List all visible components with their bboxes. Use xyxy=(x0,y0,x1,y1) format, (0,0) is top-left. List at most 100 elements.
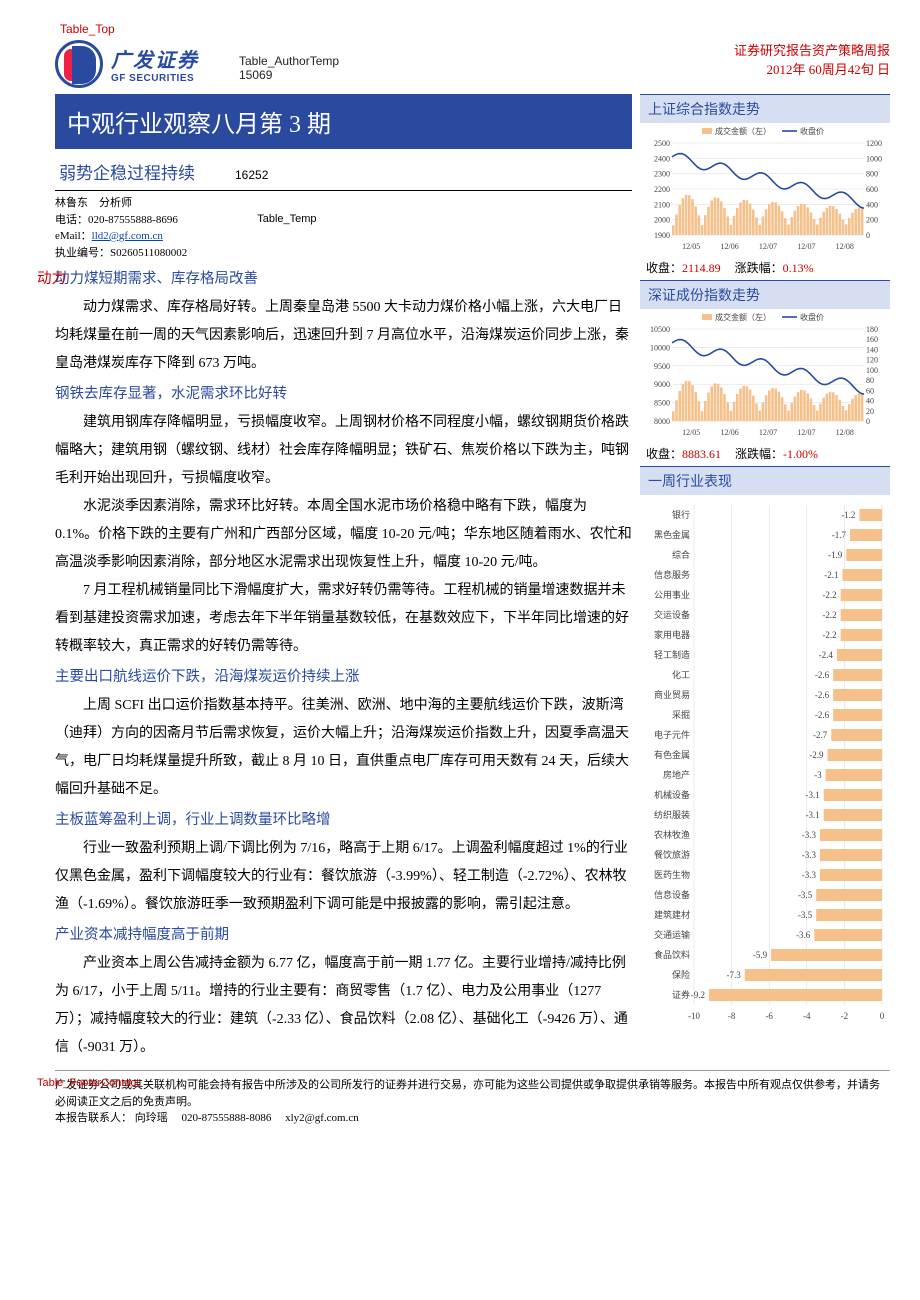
svg-text:12/05: 12/05 xyxy=(682,242,700,251)
section-head: 主板蓝筹盈利上调，行业上调数量环比略增 xyxy=(55,806,632,835)
panel2-stats: 收盘：8883.61 涨跌幅：-1.00% xyxy=(640,441,890,466)
svg-text:2400: 2400 xyxy=(654,154,670,163)
email-link[interactable]: lld2@gf.com.cn xyxy=(92,230,163,242)
subtitle: 弱势企稳过程持续 xyxy=(59,159,195,184)
body-paragraph: 行业一致盈利预期上调/下调比例为 7/16，略高于上期 6/17。上调盈利幅度超… xyxy=(55,835,632,919)
svg-text:-2.6: -2.6 xyxy=(815,710,830,720)
svg-text:12/08: 12/08 xyxy=(836,242,854,251)
doc-date: 2012年 60周月42旬 日 xyxy=(734,59,890,78)
p2-close-val: 8883.61 xyxy=(682,447,721,461)
svg-text:80: 80 xyxy=(866,376,874,385)
svg-text:-3.3: -3.3 xyxy=(802,830,817,840)
svg-text:2300: 2300 xyxy=(654,170,670,179)
analyst-name: 林鲁东 分析师 xyxy=(55,195,187,212)
svg-text:40: 40 xyxy=(866,397,874,406)
svg-text:2500: 2500 xyxy=(654,139,670,148)
svg-text:10000: 10000 xyxy=(650,343,670,352)
svg-text:农林牧渔: 农林牧渔 xyxy=(654,829,690,840)
p2-close-label: 收盘： xyxy=(646,447,682,461)
side-panel2-title: 深证成份指数走势 xyxy=(640,280,890,309)
body-paragraph: 水泥淡季因素消除，需求环比好转。本周全国水泥市场价格稳中略有下跌，幅度为 0.1… xyxy=(55,493,632,577)
chart-szse: 8000850090009500100001050002040608010012… xyxy=(640,311,890,441)
svg-text:-2.4: -2.4 xyxy=(819,650,834,660)
phone-label: 电话： xyxy=(55,214,88,226)
svg-text:纺织服装: 纺织服装 xyxy=(654,809,690,820)
logo: 广发证券 GF SECURITIES xyxy=(55,40,199,88)
side-panel3-title: 一周行业表现 xyxy=(640,466,890,495)
svg-text:收盘价: 收盘价 xyxy=(800,126,824,136)
svg-text:160: 160 xyxy=(866,335,878,344)
svg-text:医药生物: 医药生物 xyxy=(654,869,690,880)
svg-text:20: 20 xyxy=(866,407,874,416)
svg-text:-3.6: -3.6 xyxy=(796,930,811,940)
svg-text:化工: 化工 xyxy=(672,669,690,680)
footer-contact-label: 本报告联系人： xyxy=(55,1112,132,1124)
footer-contact-email: xly2@gf.com.cn xyxy=(285,1112,359,1124)
svg-text:-3.1: -3.1 xyxy=(805,790,819,800)
svg-text:-1.2: -1.2 xyxy=(841,510,855,520)
svg-text:银行: 银行 xyxy=(672,509,690,520)
svg-text:100: 100 xyxy=(866,366,878,375)
svg-text:-2.1: -2.1 xyxy=(824,570,838,580)
svg-text:采掘: 采掘 xyxy=(672,709,690,720)
author-temp-code: 15069 xyxy=(239,68,339,82)
svg-text:-5.9: -5.9 xyxy=(753,950,768,960)
svg-text:-3.3: -3.3 xyxy=(802,870,817,880)
subtitle-code: 16252 xyxy=(235,168,268,182)
svg-text:轻工制造: 轻工制造 xyxy=(654,649,690,660)
license-value: S0260511080002 xyxy=(110,247,187,259)
svg-text:-3: -3 xyxy=(814,770,822,780)
section-head: 钢铁去库存显著，水泥需求环比好转 xyxy=(55,380,632,409)
svg-text:12/07: 12/07 xyxy=(797,428,815,437)
body-paragraph: 产业资本上周公告减持金额为 6.77 亿，幅度高于前一期 1.77 亿。主要行业… xyxy=(55,950,632,1062)
chart-sector: -10-8-6-4-20银行-1.2黑色金属-1.7综合-1.9信息服务-2.1… xyxy=(640,497,890,1023)
side-panel1-title: 上证综合指数走势 xyxy=(640,94,890,123)
svg-text:成交金额（左）: 成交金额（左） xyxy=(715,312,771,322)
svg-text:-7.3: -7.3 xyxy=(727,970,742,980)
p2-chg-label: 涨跌幅： xyxy=(735,447,783,461)
email-label: eMail： xyxy=(55,230,92,242)
svg-text:餐饮旅游: 餐饮旅游 xyxy=(654,849,690,860)
logo-cn: 广发证券 xyxy=(111,44,199,73)
svg-text:400: 400 xyxy=(866,200,878,209)
svg-text:12/08: 12/08 xyxy=(836,428,854,437)
body-paragraph: 上周 SCFI 出口运价指数基本持平。往美洲、欧洲、地中海的主要航线运价下跌，波… xyxy=(55,692,632,804)
svg-text:-1.9: -1.9 xyxy=(828,550,843,560)
svg-text:800: 800 xyxy=(866,170,878,179)
svg-text:12/06: 12/06 xyxy=(720,242,738,251)
svg-text:120: 120 xyxy=(866,356,878,365)
p1-close-label: 收盘： xyxy=(646,261,682,275)
title-banner: 中观行业观察八月第 3 期 xyxy=(55,94,632,149)
svg-text:信息设备: 信息设备 xyxy=(654,889,690,900)
author-temp-block: Table_AuthorTemp 15069 xyxy=(239,54,339,82)
svg-text:-2.7: -2.7 xyxy=(813,730,828,740)
logo-icon xyxy=(55,40,103,88)
svg-text:8000: 8000 xyxy=(654,417,670,426)
footer-contact-name: 向玲瑶 xyxy=(135,1112,168,1124)
chart-sse: 1900200021002200230024002500020040060080… xyxy=(640,125,890,255)
body-paragraph: 7 月工程机械销量同比下滑幅度扩大，需求好转仍需等待。工程机械的销量增速数据并未… xyxy=(55,577,632,661)
author-temp-label: Table_AuthorTemp xyxy=(239,54,339,68)
svg-text:保险: 保险 xyxy=(672,969,690,980)
svg-text:0: 0 xyxy=(880,1011,885,1021)
section-head: 主要出口航线运价下跌，沿海煤炭运价持续上涨 xyxy=(55,663,632,692)
svg-text:2000: 2000 xyxy=(654,216,670,225)
svg-text:-10: -10 xyxy=(688,1011,700,1021)
svg-text:-3.1: -3.1 xyxy=(805,810,819,820)
analyst-block: 林鲁东 分析师 电话：020-87555888-8696 eMail：lld2@… xyxy=(55,191,632,263)
license-label: 执业编号： xyxy=(55,247,110,259)
section-head: 动力动力煤短期需求、库存格局改善 xyxy=(55,265,632,294)
svg-text:-2.2: -2.2 xyxy=(822,630,836,640)
svg-text:9000: 9000 xyxy=(654,380,670,389)
svg-text:1000: 1000 xyxy=(866,154,882,163)
svg-text:8500: 8500 xyxy=(654,399,670,408)
svg-text:-2.6: -2.6 xyxy=(815,670,830,680)
svg-text:-2: -2 xyxy=(841,1011,849,1021)
svg-text:-9.2: -9.2 xyxy=(691,990,705,1000)
svg-text:有色金属: 有色金属 xyxy=(654,749,690,760)
body-paragraph: 动力煤需求、库存格局好转。上周秦皇岛港 5500 大卡动力煤价格小幅上涨，六大电… xyxy=(55,294,632,378)
svg-text:200: 200 xyxy=(866,216,878,225)
svg-text:商业贸易: 商业贸易 xyxy=(654,689,690,700)
phone-value: 020-87555888-8696 xyxy=(88,214,178,226)
svg-text:0: 0 xyxy=(866,231,870,240)
